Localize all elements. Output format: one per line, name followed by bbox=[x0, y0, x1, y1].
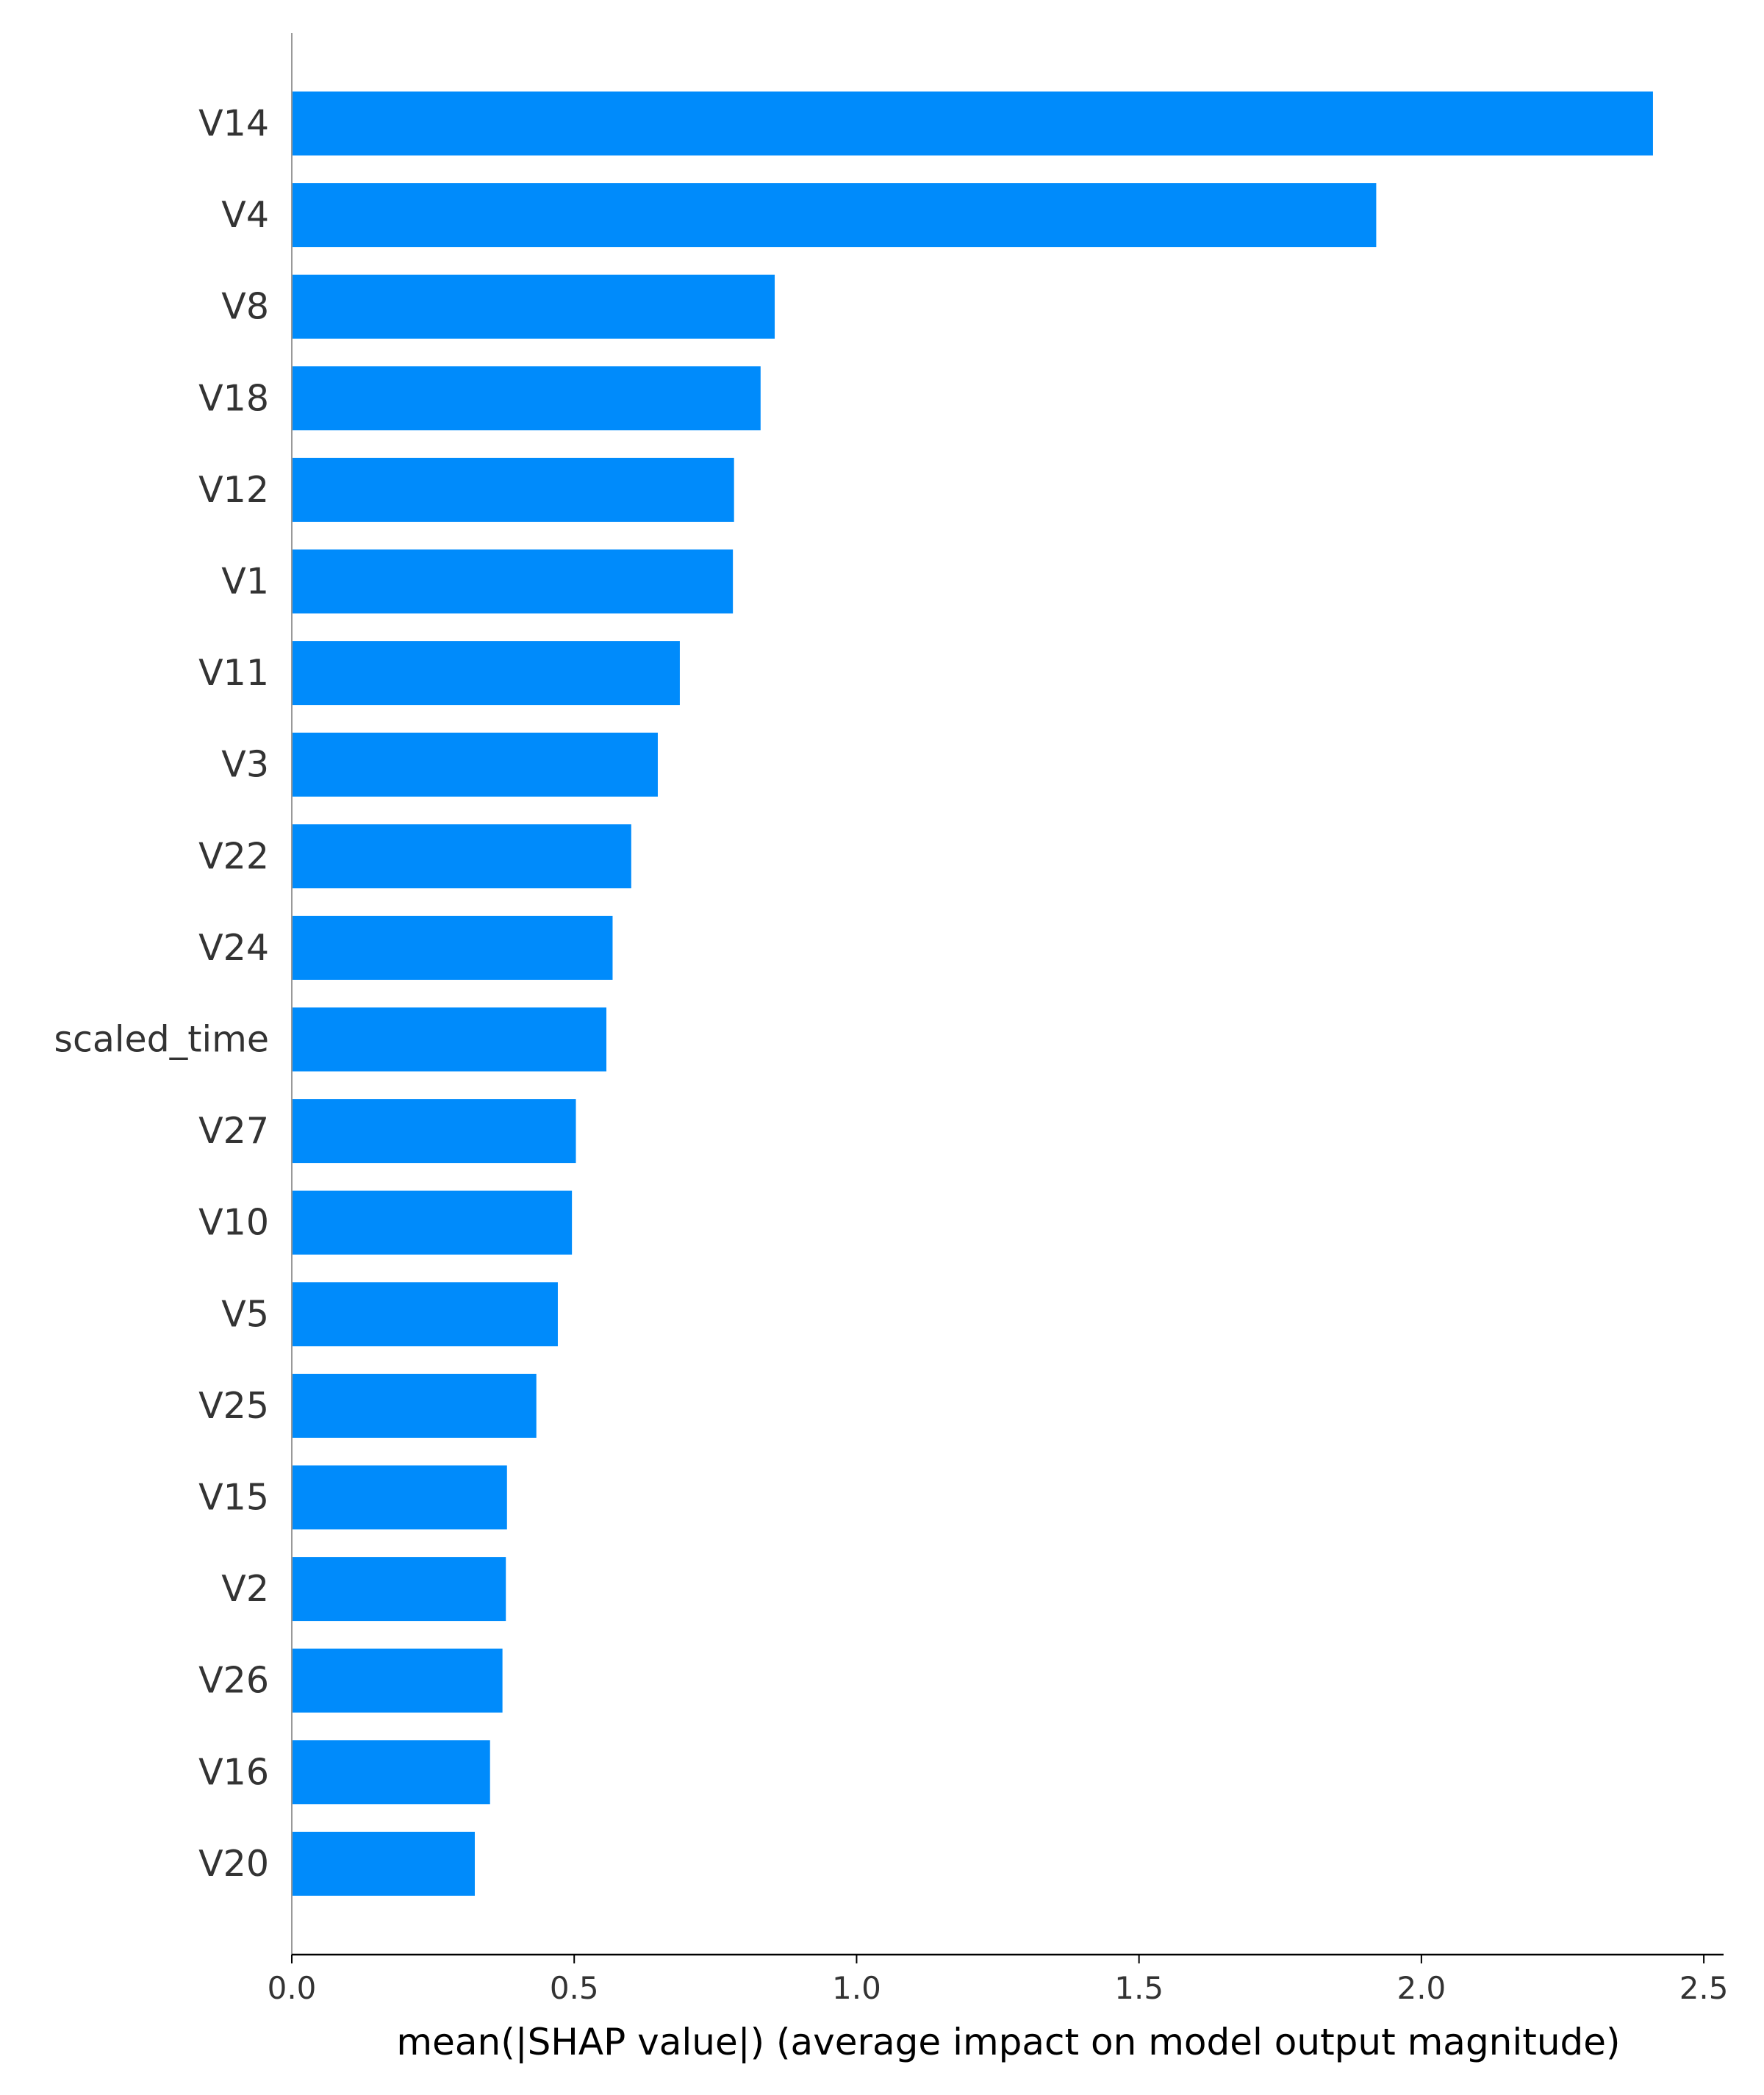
bar-v3 bbox=[292, 732, 658, 797]
category-label-v8: V8 bbox=[221, 286, 269, 328]
category-label-v5: V5 bbox=[221, 1293, 269, 1335]
category-label-v11: V11 bbox=[198, 652, 269, 694]
x-tick-label: 0.5 bbox=[550, 1970, 599, 2006]
category-label-v3: V3 bbox=[221, 744, 269, 786]
bar-v4 bbox=[292, 183, 1377, 248]
bar-v12 bbox=[292, 457, 734, 522]
category-label-v2: V2 bbox=[221, 1568, 269, 1610]
x-tick-label: 2.5 bbox=[1679, 1970, 1729, 2006]
bar-v20 bbox=[292, 1831, 475, 1896]
category-label-v27: V27 bbox=[198, 1110, 269, 1152]
x-tick-label: 0.0 bbox=[268, 1970, 317, 2006]
category-label-v20: V20 bbox=[198, 1843, 269, 1885]
category-label-v18: V18 bbox=[198, 377, 269, 419]
bar-v11 bbox=[292, 641, 680, 706]
x-tick-label: 1.5 bbox=[1114, 1970, 1164, 2006]
bar-v1 bbox=[292, 549, 734, 614]
bar-v8 bbox=[292, 274, 775, 339]
category-label-v26: V26 bbox=[198, 1660, 269, 1702]
category-label-scaled-time: scaled_time bbox=[54, 1019, 269, 1061]
x-tick-label: 1.0 bbox=[832, 1970, 881, 2006]
bars-group bbox=[292, 91, 1653, 1896]
bar-v26 bbox=[292, 1648, 503, 1713]
bar-v2 bbox=[292, 1557, 506, 1622]
bar-v15 bbox=[292, 1465, 507, 1530]
category-label-v15: V15 bbox=[198, 1477, 269, 1519]
category-label-v24: V24 bbox=[198, 927, 269, 969]
bar-v27 bbox=[292, 1099, 576, 1164]
bar-v24 bbox=[292, 915, 613, 980]
x-axis-ticks: 0.0 0.5 1.0 1.5 2.0 2.5 bbox=[268, 1955, 1729, 2006]
bar-scaled-time bbox=[292, 1007, 607, 1072]
category-label-v12: V12 bbox=[198, 469, 269, 511]
category-label-v1: V1 bbox=[221, 561, 269, 603]
category-label-v16: V16 bbox=[198, 1751, 269, 1793]
x-axis-title: mean(|SHAP value|) (average impact on mo… bbox=[396, 2021, 1620, 2063]
category-label-v25: V25 bbox=[198, 1385, 269, 1427]
bar-v25 bbox=[292, 1373, 537, 1438]
bar-v18 bbox=[292, 366, 761, 431]
x-tick-label: 2.0 bbox=[1396, 1970, 1446, 2006]
bar-v14 bbox=[292, 91, 1653, 156]
bar-v16 bbox=[292, 1740, 490, 1805]
category-label-v10: V10 bbox=[198, 1202, 269, 1244]
bar-v5 bbox=[292, 1282, 558, 1347]
category-label-v4: V4 bbox=[221, 194, 269, 236]
category-label-v14: V14 bbox=[198, 103, 269, 145]
category-label-v22: V22 bbox=[198, 835, 269, 877]
bar-v10 bbox=[292, 1190, 573, 1255]
category-labels: V14 V4 V8 V18 V12 V1 V11 V3 V22 V24 scaled_time V27… bbox=[54, 103, 269, 1885]
bar-v22 bbox=[292, 824, 631, 889]
